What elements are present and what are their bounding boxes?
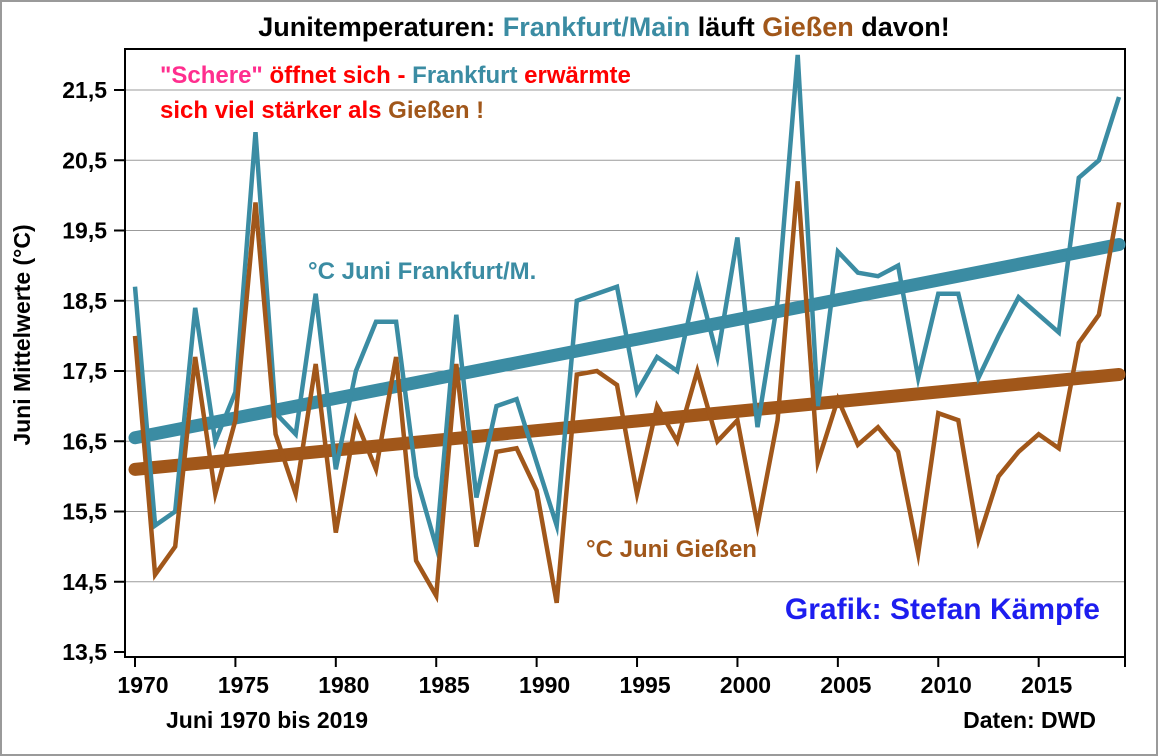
- y-axis-title: Juni Mittelwerte (°C): [9, 224, 35, 446]
- annotation-giessen: Gießen !: [388, 97, 485, 124]
- annotation-line-2: sich viel stärker als Gießen !: [160, 93, 631, 128]
- y-tick-label: 13,5: [62, 639, 107, 665]
- x-tick-label: 1975: [218, 672, 269, 698]
- title-seg-1: Junitemperaturen:: [258, 12, 503, 42]
- chart-title: Junitemperaturen: Frankfurt/Main läuft G…: [97, 12, 1111, 46]
- x-tick-label: 2015: [1021, 672, 1072, 698]
- annotation-line-1: "Schere" öffnet sich - Frankfurt erwärmt…: [160, 58, 631, 93]
- annotation-text: "Schere" öffnet sich - Frankfurt erwärmt…: [160, 58, 631, 128]
- data-source-caption: Daten: DWD: [963, 707, 1096, 733]
- y-tick-label: 17,5: [62, 358, 107, 384]
- plot-border: [124, 48, 1126, 658]
- y-tick-label: 18,5: [62, 288, 107, 314]
- x-tick-label: 1970: [117, 672, 168, 698]
- y-tick-label: 14,5: [62, 569, 107, 595]
- title-seg-giessen: Gießen: [762, 12, 854, 42]
- annotation-erwaermte: erwärmte: [517, 62, 631, 89]
- x-tick-label: 2005: [820, 672, 871, 698]
- x-tick-label: 1995: [619, 672, 670, 698]
- title-seg-3: davon!: [853, 12, 950, 42]
- y-tick-label: 20,5: [62, 147, 107, 173]
- y-tick-label: 16,5: [62, 428, 107, 454]
- credit-text: Grafik: Stefan Kämpfe: [784, 593, 1100, 626]
- data-series: [132, 54, 1122, 604]
- annotation-oeffnet: öffnet sich -: [262, 62, 413, 89]
- annotation-schere: "Schere": [160, 62, 263, 89]
- gridlines: [125, 89, 1125, 583]
- legend-giessen-label: °C Juni Gießen: [586, 536, 757, 563]
- y-tick-label: 21,5: [62, 77, 107, 103]
- series-line: [132, 54, 1122, 559]
- title-seg-frankfurt: Frankfurt/Main: [502, 12, 691, 42]
- tick-labels: 21,5 20,5 19,5 18,5 17,5 16,5 15,5 14,5 13,5 1970…: [62, 77, 1072, 698]
- x-tick-label: 2010: [921, 672, 972, 698]
- x-tick-label: 2000: [720, 672, 771, 698]
- trend-line: [128, 368, 1126, 476]
- annotation-staerker: sich viel stärker als: [160, 97, 389, 124]
- legend-frankfurt-label: °C Juni Frankfurt/M.: [308, 258, 537, 285]
- y-tick-label: 15,5: [62, 499, 107, 525]
- x-tick-label: 1985: [419, 672, 470, 698]
- x-tick-label: 1990: [519, 672, 570, 698]
- annotation-frankfurt: Frankfurt: [412, 62, 518, 89]
- series-line: [132, 181, 1122, 604]
- y-tick-label: 19,5: [62, 218, 107, 244]
- axes-and-ticks: [114, 48, 1126, 667]
- title-seg-2: läuft: [690, 12, 763, 42]
- x-tick-label: 1980: [318, 672, 369, 698]
- x-axis-caption: Juni 1970 bis 2019: [166, 707, 369, 733]
